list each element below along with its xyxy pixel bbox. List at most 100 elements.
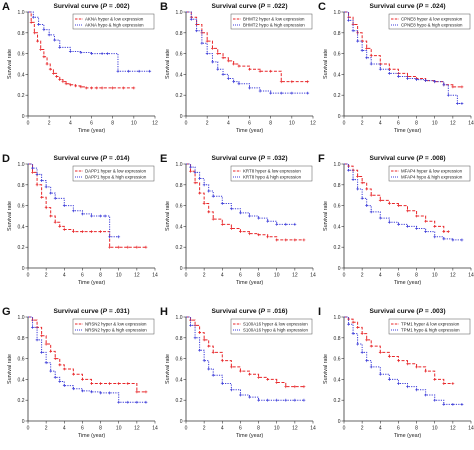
x-axis-label: Time (year) xyxy=(236,128,264,134)
censor-mark xyxy=(290,91,294,95)
panel-label: C xyxy=(318,1,326,13)
legend-label: MFAP4 hyper & low expression xyxy=(401,169,463,174)
censor-mark xyxy=(132,86,136,90)
censor-mark xyxy=(257,398,260,402)
censor-mark xyxy=(100,52,104,55)
x-tick-label: 0 xyxy=(343,121,346,127)
censor-mark xyxy=(207,344,211,348)
x-tick-label: 2 xyxy=(45,273,48,279)
y-tick-label: 0.2 xyxy=(334,93,341,99)
censor-mark xyxy=(189,165,192,169)
censor-mark xyxy=(229,388,233,392)
censor-mark xyxy=(144,245,148,249)
y-tick-label: 1.0 xyxy=(18,162,25,168)
censor-mark xyxy=(424,219,428,223)
censor-mark xyxy=(58,45,62,49)
chart-title-p: P xyxy=(261,3,266,10)
x-axis-label: Time (year) xyxy=(78,128,106,134)
censor-mark xyxy=(365,204,369,207)
series-line-hypo xyxy=(344,163,462,241)
panel-label: D xyxy=(2,153,10,165)
censor-mark xyxy=(378,199,382,202)
y-tick-label: 0 xyxy=(338,266,341,272)
chart-title-rest: = .008) xyxy=(423,155,446,162)
legend-box xyxy=(230,165,313,182)
censor-mark xyxy=(221,73,225,76)
legend-label: DAPP1 hyper & low expression xyxy=(85,169,147,174)
censor-mark xyxy=(387,378,391,381)
censor-mark xyxy=(460,85,464,89)
censor-mark xyxy=(239,230,242,233)
censor-mark xyxy=(198,348,202,352)
survival-panel-i: I Survival curve (P = .003) 0 0.2 0.4 0.6 0.8 1… xyxy=(318,306,474,439)
censor-mark xyxy=(365,47,369,50)
censor-mark xyxy=(415,214,418,218)
censor-mark xyxy=(237,82,241,86)
censor-mark xyxy=(211,60,214,64)
y-tick-label: 0 xyxy=(180,266,183,272)
censor-mark xyxy=(64,82,68,86)
censor-mark xyxy=(144,390,148,394)
chart-title-main: Survival curve ( xyxy=(211,3,261,10)
censor-mark xyxy=(202,202,206,205)
x-tick-label: 2 xyxy=(45,426,48,432)
y-tick-label: 0.6 xyxy=(334,357,341,363)
censor-mark xyxy=(248,232,251,236)
x-tick-label: 2 xyxy=(361,273,364,279)
x-tick-label: 10 xyxy=(432,121,438,127)
censor-mark xyxy=(275,222,279,226)
x-tick-label: 0 xyxy=(185,121,188,127)
series-line-hypo xyxy=(28,11,150,72)
censor-mark xyxy=(90,390,93,394)
x-tick-label: 12 xyxy=(450,426,456,432)
legend-label: KRT8 hypo & high expression xyxy=(243,175,302,180)
y-tick-label: 1.0 xyxy=(176,10,183,16)
y-tick-label: 0.6 xyxy=(18,204,25,210)
x-tick-label: 0 xyxy=(27,426,30,432)
censor-mark xyxy=(84,86,88,90)
y-tick-label: 0.8 xyxy=(334,31,341,37)
chart-title-rest: = .002) xyxy=(107,3,130,10)
censor-mark xyxy=(442,382,446,385)
legend-label: NRSN2 hypo & high expression xyxy=(85,328,147,333)
censor-mark xyxy=(189,17,193,21)
y-tick-label: 1.0 xyxy=(334,315,341,321)
censor-mark xyxy=(293,398,297,402)
y-tick-label: 0.2 xyxy=(334,398,341,404)
censor-mark xyxy=(202,359,206,363)
censor-mark xyxy=(81,389,84,393)
y-axis-label: Survival rate xyxy=(7,201,13,231)
series-line-hypo xyxy=(186,11,308,94)
x-tick-label: 14 xyxy=(310,426,316,432)
censor-mark xyxy=(195,29,198,33)
chart-title: Survival curve (P = .008) xyxy=(369,155,445,162)
censor-mark xyxy=(62,204,66,207)
chart-title-p: P xyxy=(103,3,108,10)
legend-label: MFAP4 hypo & high expression xyxy=(401,175,463,180)
x-tick-label: 8 xyxy=(257,426,260,432)
censor-mark xyxy=(451,85,455,89)
censor-mark xyxy=(226,77,230,80)
censor-mark xyxy=(351,29,355,33)
x-tick-label: 8 xyxy=(269,121,272,127)
censor-mark xyxy=(451,382,455,385)
censor-mark xyxy=(45,62,49,66)
censor-mark xyxy=(369,54,373,58)
censor-mark xyxy=(55,75,58,78)
censor-mark xyxy=(47,33,51,37)
y-tick-label: 0.4 xyxy=(18,377,25,383)
x-tick-label: 8 xyxy=(99,273,102,279)
censor-mark xyxy=(62,384,66,388)
censor-mark xyxy=(103,214,107,218)
censor-mark xyxy=(189,323,192,327)
censor-mark xyxy=(365,338,369,342)
x-tick-label: 14 xyxy=(468,426,474,432)
censor-mark xyxy=(387,220,391,224)
censor-mark xyxy=(58,225,62,228)
censor-mark xyxy=(220,382,224,385)
censor-mark xyxy=(137,69,141,73)
x-tick-label: 0 xyxy=(185,273,188,279)
censor-mark xyxy=(148,69,152,73)
x-tick-label: 12 xyxy=(152,121,158,127)
